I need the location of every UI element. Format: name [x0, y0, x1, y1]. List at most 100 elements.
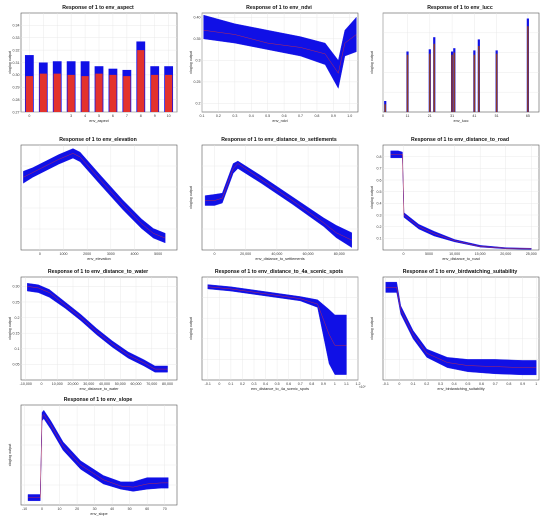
x-tick-label: 15,000: [475, 252, 486, 256]
x-axis-label: env_elevation: [87, 257, 110, 261]
bar-mean: [451, 54, 453, 112]
x-tick-label: 31: [450, 114, 454, 118]
y-axis-label: cloglog output: [8, 444, 12, 466]
x-tick-label: 0.2: [240, 382, 245, 386]
bar-mean: [95, 73, 103, 112]
y-axis-label: cloglog output: [189, 51, 193, 73]
x-tick-label: 0: [41, 507, 43, 511]
x-tick-label: 3: [70, 114, 72, 118]
x-tick-label: 0.9: [520, 382, 525, 386]
x-tick-label: 0.6: [282, 114, 287, 118]
y-tick-label: 0.15: [13, 331, 20, 335]
x-tick-label: 0.8: [506, 382, 511, 386]
x-tick-label: 80,000: [162, 382, 173, 386]
y-tick-label: 0.31: [13, 61, 20, 65]
bar-mean: [151, 74, 159, 112]
bar-mean: [473, 54, 476, 112]
x-tick-label: 30: [93, 507, 97, 511]
x-tick-label: 11: [406, 114, 410, 118]
marks: [384, 18, 529, 112]
chart-title: Response of 1 to env_distance_to_settlem…: [221, 137, 337, 143]
x-tick-label: 0: [382, 114, 384, 118]
marks: [207, 284, 347, 375]
y-tick-label: 0.30: [13, 73, 20, 77]
x-tick-label: 50,000: [115, 382, 126, 386]
confidence-band: [207, 284, 347, 375]
x-tick-label: 0.8: [314, 114, 319, 118]
bar-mean: [67, 74, 75, 112]
bar-mean: [53, 73, 61, 112]
mean-line: [27, 286, 168, 370]
y-tick-label: 0.40: [194, 16, 201, 20]
x-tick-label: 8: [140, 114, 142, 118]
y-tick-label: 0.2: [15, 316, 20, 320]
panel-7: Response of 1 to env_distance_to_4a_scen…: [189, 269, 366, 391]
panel-2: Response of 1 to env_lucc 0 11 21 31 41 51 65 en…: [370, 5, 540, 123]
x-tick-label: 0.1: [411, 382, 416, 386]
mean-line: [390, 154, 532, 250]
x-tick-label: 0.6: [286, 382, 291, 386]
chart-title: Response of 1 to env_distance_to_4a_scen…: [215, 269, 343, 275]
bar-mean: [406, 54, 409, 112]
y-tick-label: 0.32: [13, 48, 20, 52]
x-tick-label: 5000: [425, 252, 433, 256]
mean-line: [207, 286, 347, 346]
x-tick-label: 60,000: [131, 382, 142, 386]
x-tick-label: 21: [428, 114, 432, 118]
y-tick-label: 0.27: [13, 110, 20, 114]
x-tick-label: 40,000: [271, 252, 282, 256]
marks: [385, 281, 537, 376]
marks: [204, 160, 352, 248]
x-tick-label: 0.8: [309, 382, 314, 386]
marks: [27, 283, 168, 373]
x-tick-label: 9: [154, 114, 156, 118]
x-axis-label: env_distance_to_water: [79, 387, 119, 391]
marks: [390, 150, 532, 250]
y-tick-label: 0.34: [13, 24, 20, 28]
x-tick-label: 4000: [130, 252, 138, 256]
y-tick-label: 0.28: [13, 98, 20, 102]
panel-0: Response of 1 to env_aspect 0.27 0.28 0.29 0…: [8, 5, 178, 123]
x-axis-label: env_slope: [90, 512, 107, 516]
confidence-band: [23, 148, 166, 244]
chart-title: Response of 1 to env_aspect: [62, 5, 134, 11]
bar-mean: [81, 76, 89, 112]
x-tick-label: 70,000: [146, 382, 157, 386]
x-axis-label: env_birdwatching_suitability: [437, 387, 484, 391]
x-tick-label: 0.3: [252, 382, 257, 386]
x-exponent-label: ×10⁵: [359, 385, 366, 389]
x-tick-label: 0: [28, 114, 30, 118]
x-tick-label: 5000: [154, 252, 162, 256]
y-axis-label: cloglog output: [8, 317, 12, 339]
x-tick-label: 1: [535, 382, 537, 386]
x-tick-label: 20,000: [500, 252, 511, 256]
y-tick-label: 0.29: [13, 86, 20, 90]
y-tick-label: 0.35: [194, 37, 201, 41]
y-tick-label: 0.33: [13, 36, 20, 40]
x-tick-label: 40: [110, 507, 114, 511]
chart-title: Response of 1 to env_lucc: [427, 5, 493, 11]
x-axis-label: env_aspect: [89, 119, 109, 123]
panel-5: Response of 1 to env_distance_to_road 0.1…: [370, 137, 540, 261]
x-tick-label: 20,000: [240, 252, 251, 256]
y-tick-label: 0.7: [377, 167, 382, 171]
x-tick-label: 80,000: [334, 252, 345, 256]
y-tick-label: 0.6: [377, 178, 382, 182]
x-tick-label: 0.7: [298, 382, 303, 386]
x-tick-label: 20,000: [68, 382, 79, 386]
x-tick-label: 0: [40, 382, 42, 386]
mean-line: [28, 414, 169, 498]
confidence-band: [204, 160, 352, 248]
x-tick-label: 1.1: [344, 382, 349, 386]
y-tick-label: 0.30: [13, 285, 20, 289]
bar-mean: [429, 53, 431, 112]
x-tick-label: 0: [39, 252, 41, 256]
x-tick-label: 0.2: [424, 382, 429, 386]
bar-mean: [165, 74, 173, 112]
confidence-band: [203, 14, 357, 89]
x-tick-label: 7: [126, 114, 128, 118]
panel-1: Response of 1 to env_ndvi 0.2 0.25 0.3 0.35 0…: [189, 5, 359, 123]
confidence-band: [27, 283, 168, 373]
bar-mean: [137, 50, 145, 112]
x-tick-label: 0.3: [232, 114, 237, 118]
